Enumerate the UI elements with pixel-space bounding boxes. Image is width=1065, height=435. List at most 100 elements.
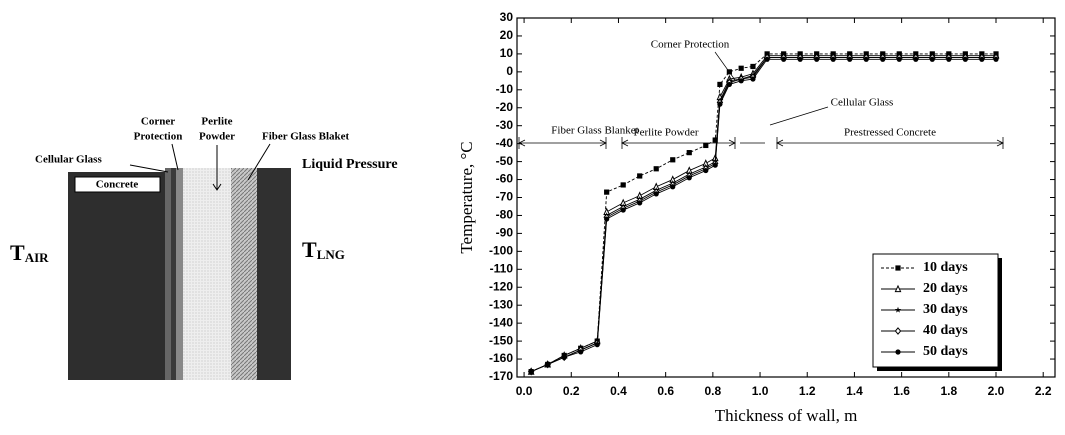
x-tick-label: 1.6 — [893, 384, 910, 398]
chart: 30 20 10 0 -10 -20 -30 -40 -50 -60 -70 -80 -90 -100 -1… — [457, 10, 1056, 425]
y-tick-label: -40 — [496, 136, 514, 150]
y-tick-label: -80 — [496, 208, 514, 222]
perlite-label: Powder — [199, 131, 235, 143]
marker — [712, 162, 718, 168]
y-tick-label: -130 — [489, 297, 513, 311]
series-line — [530, 55, 997, 373]
marker — [894, 284, 902, 293]
t-air: TAIR — [10, 240, 49, 265]
marker — [726, 69, 732, 75]
x-tick-label: 1.2 — [799, 384, 816, 398]
marker — [670, 157, 676, 163]
marker — [814, 56, 820, 62]
perlite-label: Perlite — [201, 116, 232, 128]
marker — [703, 167, 709, 174]
x-tick-label: 1.8 — [940, 384, 957, 398]
marker — [528, 369, 534, 375]
t-lng: TLNG — [302, 237, 345, 262]
y-tick-label: -60 — [496, 172, 514, 186]
y-tick-label: 10 — [500, 46, 514, 60]
marker — [653, 191, 659, 197]
marker — [750, 76, 756, 82]
marker — [847, 56, 853, 62]
annotation: Corner Protection — [651, 39, 730, 51]
series-line — [530, 58, 997, 373]
marker — [895, 265, 901, 271]
x-tick-label: 0.4 — [610, 384, 627, 398]
pointer — [212, 145, 222, 191]
y-tick-label: 0 — [506, 64, 513, 78]
marker — [830, 56, 836, 62]
x-tick-label: 0.2 — [563, 384, 580, 398]
fiber-glass-layer — [231, 168, 257, 380]
marker — [894, 327, 902, 335]
series-line — [530, 53, 997, 373]
marker — [993, 56, 999, 62]
annotation: Cellular Glass — [831, 97, 894, 109]
marker — [620, 182, 626, 188]
plot-frame — [516, 17, 1056, 378]
marker — [726, 81, 732, 88]
t-sub: LNG — [317, 247, 345, 262]
liner-layer — [257, 168, 291, 380]
pointer — [129, 164, 169, 173]
legend-label: 40 days — [923, 323, 968, 338]
marker — [594, 342, 600, 348]
marker — [637, 173, 643, 179]
y-axis-label: Temperature, °C — [457, 141, 476, 253]
marker — [670, 184, 676, 190]
y-tick-label: -120 — [489, 279, 513, 293]
marker — [979, 56, 985, 62]
x-tick-label: 0.8 — [705, 384, 722, 398]
marker — [913, 56, 919, 62]
marker — [604, 216, 610, 222]
y-tick-label: -30 — [496, 118, 514, 132]
x-axis-label: Thickness of wall, m — [715, 406, 858, 425]
concrete-label: Concrete — [96, 179, 139, 191]
y-tick-label: -70 — [496, 190, 514, 204]
x-tick-label: 1.4 — [846, 384, 863, 398]
concrete-label-box — [74, 176, 161, 193]
cellular-glass-label: Cellular Glass — [35, 154, 102, 166]
y-tick-label: -170 — [489, 369, 513, 383]
y-tick-label: -140 — [489, 315, 513, 329]
marker — [797, 56, 803, 62]
pointer — [171, 143, 179, 171]
y-tick-label: 30 — [500, 10, 514, 24]
marker — [637, 200, 643, 206]
y-tick-label: 20 — [500, 28, 514, 42]
legend-label: 50 days — [923, 344, 968, 359]
t-main: T — [302, 237, 317, 262]
marker — [717, 81, 723, 88]
perlite-layer — [183, 168, 231, 380]
y-tick-label: -20 — [496, 100, 514, 114]
marker — [764, 56, 770, 62]
marker — [929, 56, 935, 62]
marker — [561, 354, 567, 360]
marker — [781, 56, 787, 62]
legend-label: 10 days — [923, 260, 968, 275]
y-tick-label: -100 — [489, 244, 513, 258]
x-tick-label: 1.0 — [752, 384, 769, 398]
legend-label: 20 days — [923, 281, 968, 296]
marker — [604, 189, 610, 195]
marker — [712, 137, 718, 143]
y-tick-label: -160 — [489, 351, 513, 365]
cellular-glass-layer — [171, 168, 176, 380]
leader-line — [769, 106, 829, 126]
concrete-layer — [68, 172, 165, 380]
y-tick-label: -50 — [496, 154, 514, 168]
marker — [946, 56, 952, 62]
x-tick-label: 0.0 — [516, 384, 533, 398]
marker — [686, 175, 692, 181]
marker — [703, 142, 709, 149]
marker — [962, 56, 968, 62]
annotation: Perlite Powder — [633, 127, 698, 139]
x-tick-label: 2.2 — [1035, 384, 1052, 398]
marker — [880, 56, 886, 62]
y-tick-label: -10 — [496, 82, 514, 96]
legend: 10 days 20 days 30 days 40 days 50 days — [872, 253, 1002, 371]
x-tick-label: 2.0 — [988, 384, 1005, 398]
